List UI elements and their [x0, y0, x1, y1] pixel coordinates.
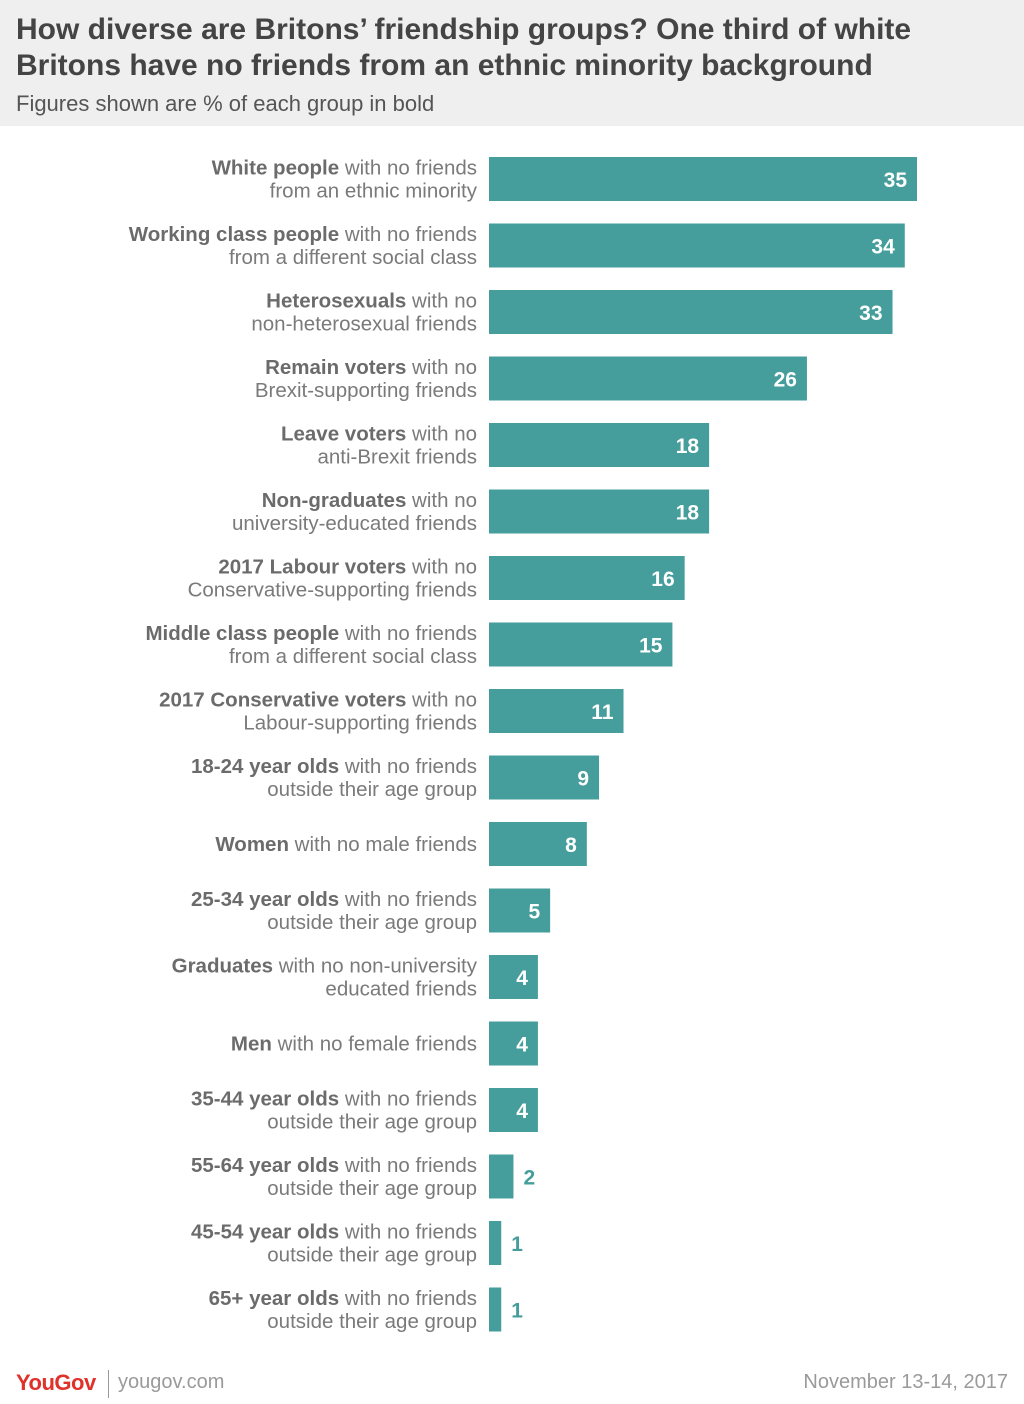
value-label-16: 1	[511, 1233, 523, 1256]
category-label-14: 35-44 year olds with no friends outside t…	[191, 1088, 477, 1134]
bar-chart: 35 White people with no friends from an et…	[129, 157, 917, 1333]
category-label-1: Working class people with no friends from…	[129, 223, 477, 269]
header-band	[0, 0, 1024, 126]
category-label-13: Men with no female friends	[231, 1033, 477, 1056]
category-label-17: 65+ year olds with no friends outside the…	[209, 1287, 477, 1333]
bar-16	[489, 1221, 502, 1265]
category-label-7: Middle class people with no friends from …	[145, 622, 477, 668]
category-label-4: Leave voters with no anti-Brexit friends	[281, 423, 477, 469]
value-label-15: 2	[523, 1167, 535, 1190]
bar-6	[489, 556, 685, 600]
bar-13	[489, 1021, 538, 1066]
category-label-9: 18-24 year olds with no friends outside t…	[191, 755, 477, 801]
category-label-5: Non-graduates with no university-educated…	[232, 489, 477, 535]
value-label-2: 33	[859, 302, 882, 325]
category-label-3: Remain voters with no Brexit-supporting f…	[255, 356, 477, 402]
value-label-6: 16	[651, 568, 674, 591]
value-label-0: 35	[884, 169, 908, 192]
yougov-logo[interactable]: YouGov	[16, 1370, 96, 1395]
category-label-10: Women with no male friends	[215, 833, 477, 856]
footer-divider	[108, 1370, 109, 1398]
value-label-10: 8	[565, 834, 577, 857]
value-label-17: 1	[511, 1300, 523, 1323]
bar-7	[489, 622, 673, 667]
bar-10	[489, 822, 587, 866]
bar-2	[489, 290, 893, 334]
value-label-3: 26	[774, 369, 797, 392]
chart-subtitle: Figures shown are % of each group in bol…	[16, 91, 435, 116]
value-label-14: 4	[516, 1100, 528, 1123]
category-label-6: 2017 Labour voters with no Conservative-s…	[188, 556, 477, 602]
value-label-11: 5	[528, 901, 540, 924]
bar-4	[489, 423, 710, 467]
bar-15	[489, 1154, 514, 1199]
bar-9	[489, 755, 600, 800]
category-label-16: 45-54 year olds with no friends outside t…	[191, 1221, 477, 1267]
value-label-1: 34	[871, 236, 895, 259]
bar-8	[489, 689, 624, 733]
footer-date: November 13-14, 2017	[803, 1371, 1008, 1393]
bar-12	[489, 955, 538, 999]
value-label-7: 15	[639, 635, 663, 658]
chart-title: How diverse are Britons’ friendship grou…	[16, 13, 912, 82]
value-label-5: 18	[676, 502, 700, 525]
bar-11	[489, 888, 551, 933]
category-label-12: Graduates with no non-university educated…	[172, 955, 478, 1001]
category-label-11: 25-34 year olds with no friends outside t…	[191, 888, 477, 934]
category-label-2: Heterosexuals with no non-heterosexual fr…	[251, 290, 477, 336]
value-label-12: 4	[516, 967, 528, 990]
category-label-0: White people with no friends from an ethn…	[212, 157, 478, 203]
value-label-8: 11	[591, 701, 614, 724]
bar-1	[489, 223, 905, 268]
bar-3	[489, 356, 807, 401]
value-label-13: 4	[516, 1034, 528, 1057]
value-label-9: 9	[577, 768, 589, 791]
value-label-4: 18	[676, 435, 700, 458]
bar-0	[489, 157, 917, 201]
category-label-15: 55-64 year olds with no friends outside t…	[191, 1154, 477, 1200]
bar-5	[489, 489, 710, 534]
category-label-8: 2017 Conservative voters with no Labour-s…	[159, 689, 477, 735]
bar-17	[489, 1287, 502, 1332]
bar-14	[489, 1088, 538, 1132]
footer-url-link[interactable]: yougov.com	[118, 1371, 225, 1393]
